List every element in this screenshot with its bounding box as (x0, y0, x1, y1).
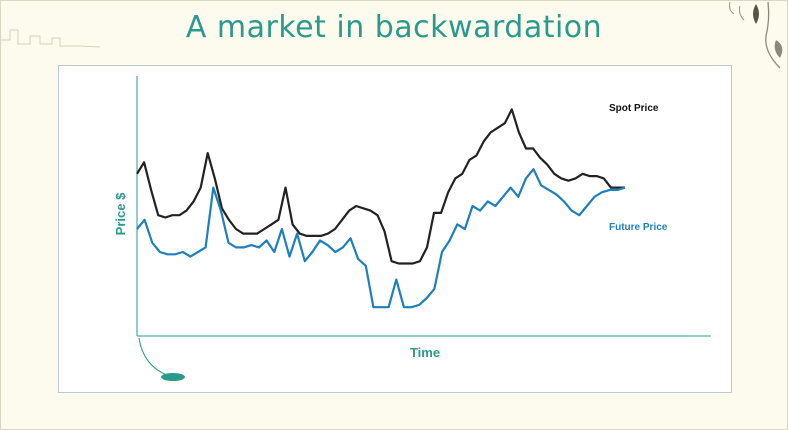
chart: Spot Price Future Price Time Price $ (113, 76, 711, 381)
chart-panel: Spot Price Future Price Time Price $ (58, 65, 732, 393)
series-line-spot-price (136, 108, 625, 265)
series-label-future-price: Future Price (609, 222, 668, 233)
tendril-decoration (138, 337, 170, 377)
series-label-spot-price: Spot Price (609, 103, 659, 114)
series-line-future-price (136, 168, 626, 309)
seed-decoration (161, 373, 185, 381)
y-axis-label: Price $ (113, 192, 128, 235)
page-title: A market in backwardation (185, 10, 603, 45)
leaf-decoration (729, 1, 783, 69)
series-layer: Spot Price Future Price (136, 103, 668, 309)
skyline-decoration (0, 29, 101, 48)
x-axis-label: Time (410, 345, 440, 360)
